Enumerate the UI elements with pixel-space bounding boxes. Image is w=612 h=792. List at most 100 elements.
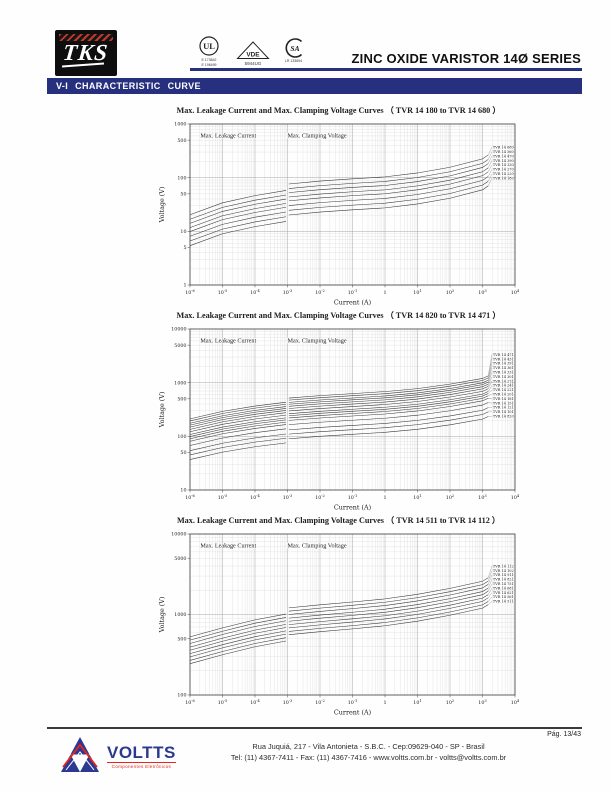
series-leader-line xyxy=(488,376,493,387)
leakage-curve-TVR 14 221 xyxy=(189,419,287,437)
series-label-TVR 14 511: TVR 14 511 xyxy=(493,600,514,604)
x-tick-label: 10-3 xyxy=(283,699,293,706)
leakage-curve-TVR 14 301 xyxy=(189,412,287,430)
series-label-TVR 14 271: TVR 14 271 xyxy=(493,379,514,383)
y-tick-label: 10 xyxy=(180,229,186,235)
leakage-curve-TVR 14 391 xyxy=(189,406,287,424)
x-tick-label: 10-6 xyxy=(185,494,195,501)
y-axis-label: Voltage (V) xyxy=(158,392,166,429)
x-tick-label: 10-3 xyxy=(283,494,293,501)
x-tick-label: 10-4 xyxy=(250,289,260,296)
series-leader-line xyxy=(488,579,493,589)
vde-mark-letters: VDE xyxy=(246,52,260,59)
leakage-curve-TVR 14 390 xyxy=(189,203,287,228)
clamping-curve-TVR 14 361 xyxy=(288,381,489,405)
clamping-curve-TVR 14 470 xyxy=(288,163,489,193)
y-axis-label: Voltage (V) xyxy=(158,597,166,634)
series-leader-line xyxy=(488,402,492,404)
x-tick-label: 104 xyxy=(511,289,520,296)
series-label-TVR 14 470: TVR 14 470 xyxy=(493,154,514,158)
vi-curves xyxy=(189,154,489,246)
series-leader-line xyxy=(488,601,492,605)
y-axis-label: Voltage (V) xyxy=(158,187,166,224)
ul-file-number-2: E 196499 xyxy=(201,62,217,67)
series-label-TVR 14 221: TVR 14 221 xyxy=(493,388,514,392)
voltts-brand-text: VOLTTS xyxy=(107,742,176,762)
clamping-curve-TVR 14 680 xyxy=(288,154,489,185)
vi-curve-chart-1: 10-6 10-5 10-4 10-3 10-2 10-1 1 101 102 103 104100… xyxy=(158,122,520,307)
section-banner-label: V-I CHARACTERISTIC CURVE xyxy=(56,81,201,91)
vi-curve-chart-3: 10-6 10-5 10-4 10-3 10-2 10-1 1 101 102 103 104 100… xyxy=(158,532,520,717)
ul-mark-letters: UL xyxy=(203,41,215,51)
series-label-TVR 14 181: TVR 14 181 xyxy=(493,397,514,401)
axis-ticks: 10-6 10-5 10-4 10-3 10-2 10-1 1 101 102 103 104 100… xyxy=(171,327,520,501)
clamping-curve-TVR 14 560 xyxy=(288,159,489,189)
clamping-curve-TVR 14 330 xyxy=(288,171,489,202)
leakage-curve-TVR 14 112 xyxy=(189,613,287,638)
ul-certification-mark: UL E 173842 E 196499 xyxy=(197,36,221,67)
x-tick-label: 104 xyxy=(511,494,520,501)
x-tick-label: 10-4 xyxy=(250,699,260,706)
region-labels: Max. Leakage Current Max. Clamping Voltag… xyxy=(200,337,348,345)
leakage-curve-TVR 14 101 xyxy=(189,438,287,456)
section-banner: V-I CHARACTERISTIC CURVE xyxy=(47,78,582,94)
series-label-TVR 14 151: TVR 14 151 xyxy=(493,401,514,405)
clamping-curve-TVR 14 511 xyxy=(288,604,489,635)
leakage-curve-TVR 14 151 xyxy=(189,428,287,446)
leakage-curve-TVR 14 180 xyxy=(189,221,287,246)
leakage-curve-TVR 14 470 xyxy=(189,198,287,224)
series-label-TVR 14 820: TVR 14 820 xyxy=(493,414,514,418)
leakage-curve-TVR 14 241 xyxy=(189,417,287,435)
clamping-curve-TVR 14 331 xyxy=(288,383,489,407)
leakage-region-label: Max. Leakage Current xyxy=(200,133,256,140)
chart-3-title: Max. Leakage Current and Max. Clamping V… xyxy=(176,516,501,525)
leakage-curve-TVR 14 331 xyxy=(189,410,287,428)
clamping-curve-TVR 14 220 xyxy=(288,181,489,211)
y-tick-label: 50 xyxy=(180,450,186,456)
csa-mark-icon: SA xyxy=(285,38,303,58)
clamping-curve-TVR 14 241 xyxy=(288,391,489,414)
series-label-TVR 14 330: TVR 14 330 xyxy=(493,163,514,167)
leakage-curve-TVR 14 431 xyxy=(189,404,287,422)
y-tick-label: 5000 xyxy=(174,343,186,349)
clamping-curve-TVR 14 181 xyxy=(288,397,489,421)
region-labels: Max. Leakage Current Max. Clamping Voltag… xyxy=(200,542,348,550)
clamping-curve-TVR 14 151 xyxy=(288,402,489,425)
y-tick-label: 500 xyxy=(177,636,186,642)
leakage-curve-TVR 14 820 xyxy=(189,442,287,460)
x-tick-label: 10-2 xyxy=(315,494,325,501)
leakage-curve-TVR 14 911 xyxy=(189,620,287,644)
y-tick-label: 1000 xyxy=(174,122,186,128)
clamping-curve-TVR 14 270 xyxy=(288,176,489,206)
x-axis-label: Current (A) xyxy=(334,299,371,307)
y-tick-label: 1000 xyxy=(174,612,186,618)
clamping-curve-TVR 14 471 xyxy=(288,375,489,399)
clamping-curve-TVR 14 301 xyxy=(288,386,489,409)
x-tick-label: 10-2 xyxy=(315,289,325,296)
clamping-curve-TVR 14 271 xyxy=(288,388,489,412)
series-leader-line xyxy=(488,178,493,186)
axis-ticks: 10-6 10-5 10-4 10-3 10-2 10-1 1 101 102 103 104 100… xyxy=(171,532,520,706)
clamping-curve-TVR 14 431 xyxy=(288,377,489,401)
series-label-TVR 14 361: TVR 14 361 xyxy=(493,366,514,370)
series-leader-line xyxy=(488,354,493,376)
clamping-curve-TVR 14 561 xyxy=(288,601,489,632)
clamping-curve-TVR 14 820 xyxy=(288,416,489,440)
series-leader-line xyxy=(488,173,493,182)
series-label-TVR 14 390: TVR 14 390 xyxy=(493,159,514,163)
ul-file-number-1: E 173842 xyxy=(201,58,217,62)
series-leader-line xyxy=(488,394,492,396)
clamping-curve-TVR 14 121 xyxy=(288,407,489,431)
axis-labels: Current (A) Voltage (V) xyxy=(158,187,371,307)
leakage-curve-TVR 14 102 xyxy=(189,617,287,641)
y-tick-label: 1 xyxy=(183,283,186,289)
y-tick-label: 500 xyxy=(177,397,186,403)
x-tick-label: 102 xyxy=(446,289,454,296)
series-leader-line xyxy=(488,592,493,598)
x-tick-label: 1 xyxy=(383,495,386,501)
series-label-TVR 14 680: TVR 14 680 xyxy=(493,146,514,150)
series-leader-line xyxy=(488,583,493,592)
